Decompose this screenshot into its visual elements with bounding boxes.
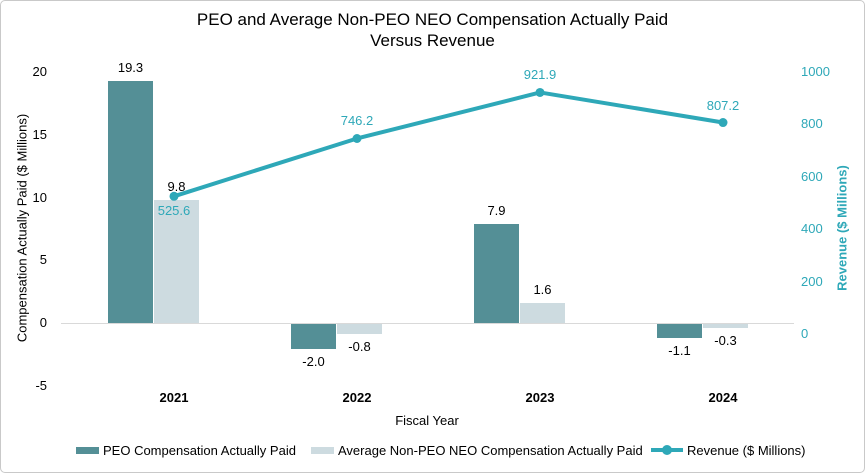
neo-bar: [520, 302, 565, 323]
revenue-line: [173, 90, 724, 199]
right-axis-tick-label: 200: [801, 273, 823, 289]
peo-bar-value-label: -2.0: [302, 354, 325, 370]
revenue-value-label: 525.6: [157, 203, 191, 219]
chart-title-line1: PEO and Average Non-PEO NEO Compensation…: [196, 10, 669, 29]
left-axis-tick-label: 5: [39, 252, 47, 268]
revenue-point: [352, 133, 362, 143]
left-axis-tick-label: 0: [39, 315, 47, 330]
legend: PEO Compensation Actually Paid Average No…: [1, 442, 864, 462]
left-axis-tick-label: -5: [35, 377, 47, 393]
revenue-point: [535, 87, 545, 97]
revenue-value-label: 807.2: [706, 97, 740, 113]
legend-label: PEO Compensation Actually Paid: [103, 442, 296, 458]
x-axis-label: 2022: [342, 390, 372, 405]
legend-item-peo: PEO Compensation Actually Paid: [76, 442, 296, 458]
legend-item-revenue: Revenue ($ Millions): [651, 442, 806, 458]
neo-bar-value-label: 1.6: [533, 281, 552, 297]
left-axis-tick-label: 10: [32, 189, 47, 205]
peo-bar: [291, 324, 336, 350]
revenue-point: [169, 191, 179, 201]
neo-bar-value-label: -0.3: [714, 332, 737, 348]
neo-bar-value-label: 9.8: [167, 179, 186, 194]
x-axis-label: 2021: [159, 390, 189, 405]
revenue-point: [718, 118, 728, 128]
x-axis-label: 2024: [708, 390, 738, 405]
left-axis-tick-label: 20: [32, 64, 47, 79]
legend-label: Average Non-PEO NEO Compensation Actuall…: [338, 442, 643, 458]
revenue-value-label: 921.9: [523, 67, 557, 83]
peo-bar: [474, 223, 519, 323]
right-axis-tick-label: 800: [801, 116, 823, 132]
legend-swatch: [76, 446, 99, 454]
right-axis-tick-label: 1000: [801, 64, 830, 79]
left-axis-tick-label: 15: [32, 126, 47, 142]
legend-swatch: [311, 446, 334, 454]
right-axis-tick-label: 400: [801, 221, 823, 237]
peo-bar-value-label: 19.3: [117, 59, 144, 75]
revenue-value-label: 746.2: [340, 113, 374, 129]
neo-bar: [154, 200, 199, 323]
peo-bar-value-label: 7.9: [487, 202, 506, 218]
x-axis-label: 2023: [525, 390, 555, 405]
neo-bar: [337, 324, 382, 335]
neo-bar-value-label: -0.8: [348, 339, 371, 355]
peo-bar: [657, 324, 702, 338]
right-axis-tick-label: 600: [801, 168, 823, 184]
chart-title-line2: Versus Revenue: [370, 31, 495, 50]
peo-bar-value-label: -1.1: [668, 342, 691, 358]
legend-item-neo: Average Non-PEO NEO Compensation Actuall…: [311, 442, 643, 458]
right-axis-tick-label: 0: [801, 326, 809, 341]
neo-bar: [703, 324, 748, 328]
chart-title: PEO and Average Non-PEO NEO Compensation…: [1, 9, 864, 51]
x-axis-title: Fiscal Year: [395, 413, 459, 428]
legend-label: Revenue ($ Millions): [687, 442, 806, 458]
peo-bar: [108, 80, 153, 323]
legend-line-marker: [651, 445, 683, 455]
x-axis-line: [61, 323, 794, 324]
